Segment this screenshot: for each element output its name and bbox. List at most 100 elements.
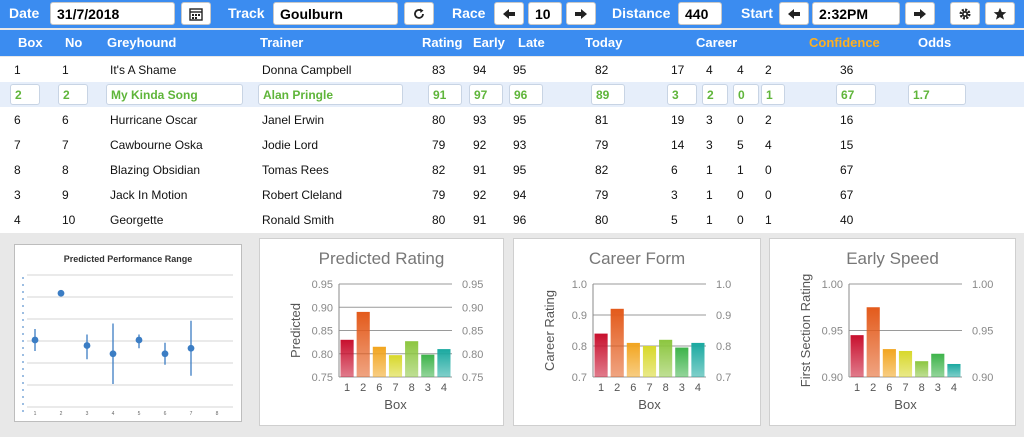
gear-icon: [959, 8, 971, 19]
col-greyhound[interactable]: Greyhound: [107, 35, 177, 50]
cell-late: 95: [513, 163, 527, 177]
cell-conf: 15: [840, 138, 854, 152]
col-odds[interactable]: Odds: [918, 35, 952, 50]
cell-c3: 1: [737, 163, 744, 177]
favorite-button[interactable]: [985, 2, 1015, 25]
cell-odds[interactable]: 1.7: [908, 84, 966, 105]
cell-c3[interactable]: 0: [733, 84, 759, 105]
cell-dog: Georgette: [110, 213, 164, 227]
data-point: [161, 350, 169, 358]
distance-field[interactable]: 440: [678, 2, 722, 25]
cell-no[interactable]: 2: [58, 84, 88, 105]
y2-tick-label: 0.90: [972, 372, 993, 384]
cell-trainer: Tomas Rees: [262, 163, 329, 177]
y-tick-label: 0.7: [572, 372, 587, 384]
y-tick-label: 0.9: [572, 310, 587, 322]
cell-today: 81: [595, 113, 609, 127]
refresh-button[interactable]: [404, 2, 434, 25]
cell-no: 1: [62, 63, 69, 77]
date-field[interactable]: 31/7/2018: [50, 2, 175, 25]
col-today[interactable]: Today: [585, 35, 623, 50]
bar-box-1: [340, 339, 354, 377]
tick-label: 4: [112, 411, 115, 417]
table-row[interactable]: 8 8 Blazing Obsidian Tomas Rees 82 91 95 82 6 1 1 0…: [0, 157, 1024, 182]
y2-tick-label: 0.90: [462, 302, 483, 314]
race-field[interactable]: 10: [528, 2, 562, 25]
table-row[interactable]: 3 9 Jack In Motion Robert Cleland 79 92 94 79 3 1…: [0, 182, 1024, 207]
race-next-button[interactable]: [566, 2, 596, 25]
cell-c1: 6: [671, 163, 678, 177]
cell-c1[interactable]: 3: [667, 84, 697, 105]
arrow-right-icon: [575, 8, 587, 19]
cell-box[interactable]: 2: [10, 84, 40, 105]
x-tick-label: 2: [614, 382, 620, 394]
track-field[interactable]: Goulburn: [273, 2, 398, 25]
cell-rating: 80: [432, 113, 446, 127]
cell-c2: 1: [706, 188, 713, 202]
cell-today: 82: [595, 163, 609, 177]
cell-c4: 4: [765, 138, 772, 152]
bar-box-8: [405, 341, 419, 377]
col-trainer[interactable]: Trainer: [260, 35, 304, 50]
bar-box-7: [642, 346, 657, 377]
cell-dog: Cawbourne Oska: [110, 138, 203, 152]
race-prev-button[interactable]: [494, 2, 524, 25]
cell-late[interactable]: 96: [509, 84, 543, 105]
cell-dog[interactable]: My Kinda Song: [106, 84, 243, 105]
x-axis-label: Box: [384, 397, 407, 412]
cell-conf: 16: [840, 113, 854, 127]
col-late[interactable]: Late: [518, 35, 545, 50]
cell-early[interactable]: 97: [469, 84, 503, 105]
cell-today: 79: [595, 188, 609, 202]
x-tick-label: 6: [376, 382, 382, 394]
bar-box-1: [850, 335, 864, 377]
x-tick-label: 7: [902, 382, 908, 394]
col-box[interactable]: Box: [18, 35, 43, 50]
col-early[interactable]: Early: [473, 35, 505, 50]
table-row[interactable]: 7 7 Cawbourne Oska Jodie Lord 79 92 93 79 14 3 5 4 1…: [0, 132, 1024, 157]
table-row[interactable]: 1 1 It's A Shame Donna Campbell 83 94 95 82 17 4 4…: [0, 57, 1024, 82]
x-tick-label: 8: [919, 382, 925, 394]
start-next-button[interactable]: [905, 2, 935, 25]
settings-button[interactable]: [950, 2, 980, 25]
x-tick-label: 3: [425, 382, 431, 394]
cell-c1: 17: [671, 63, 685, 77]
y2-tick-label: 0.80: [462, 349, 483, 361]
cell-c4[interactable]: 1: [761, 84, 785, 105]
bar-box-6: [626, 342, 640, 377]
table-row[interactable]: 4 10 Georgette Ronald Smith 80 91 96 80 5 1 0 1 40: [0, 207, 1024, 232]
cell-c3: 5: [737, 138, 744, 152]
cell-c2: 3: [706, 138, 713, 152]
y-tick-label: 0.90: [312, 302, 333, 314]
cell-rating[interactable]: 91: [428, 84, 462, 105]
y2-tick-label: 1.0: [716, 279, 731, 291]
start-prev-button[interactable]: [779, 2, 809, 25]
x-tick-label: 1: [854, 382, 860, 394]
col-confidence[interactable]: Confidence: [809, 35, 880, 50]
start-label: Start: [741, 5, 773, 21]
cell-conf[interactable]: 67: [836, 84, 876, 105]
cell-late: 95: [513, 113, 527, 127]
bar-box-8: [915, 361, 929, 377]
cell-c2[interactable]: 2: [702, 84, 728, 105]
start-field[interactable]: 2:32PM: [812, 2, 900, 25]
col-rating[interactable]: Rating: [422, 35, 463, 50]
table-row[interactable]: 6 6 Hurricane Oscar Janel Erwin 80 93 95 81 19 3 0…: [0, 107, 1024, 132]
cell-trainer[interactable]: Alan Pringle: [258, 84, 403, 105]
cell-dog: Hurricane Oscar: [110, 113, 198, 127]
calendar-button[interactable]: [181, 2, 211, 25]
col-career[interactable]: Career: [696, 35, 738, 50]
cell-trainer: Robert Cleland: [262, 188, 343, 202]
cell-today[interactable]: 89: [591, 84, 625, 105]
y-tick-label: 0.90: [822, 372, 843, 384]
arrow-left-icon: [788, 8, 800, 19]
table-row[interactable]: 2 2 My Kinda Song Alan Pringle 91 97 96 89 3 2 0 1 6…: [0, 82, 1024, 107]
col-no[interactable]: No: [65, 35, 83, 50]
cell-early: 91: [473, 213, 487, 227]
chart-title: Early Speed: [846, 249, 939, 268]
cell-c4: 2: [765, 63, 772, 77]
performance-range-chart: Predicted Performance Range 1 2 3 4 5 6 7 8: [14, 244, 242, 422]
cell-c2: 1: [706, 163, 713, 177]
cell-today: 80: [595, 213, 609, 227]
cell-late: 94: [513, 188, 527, 202]
